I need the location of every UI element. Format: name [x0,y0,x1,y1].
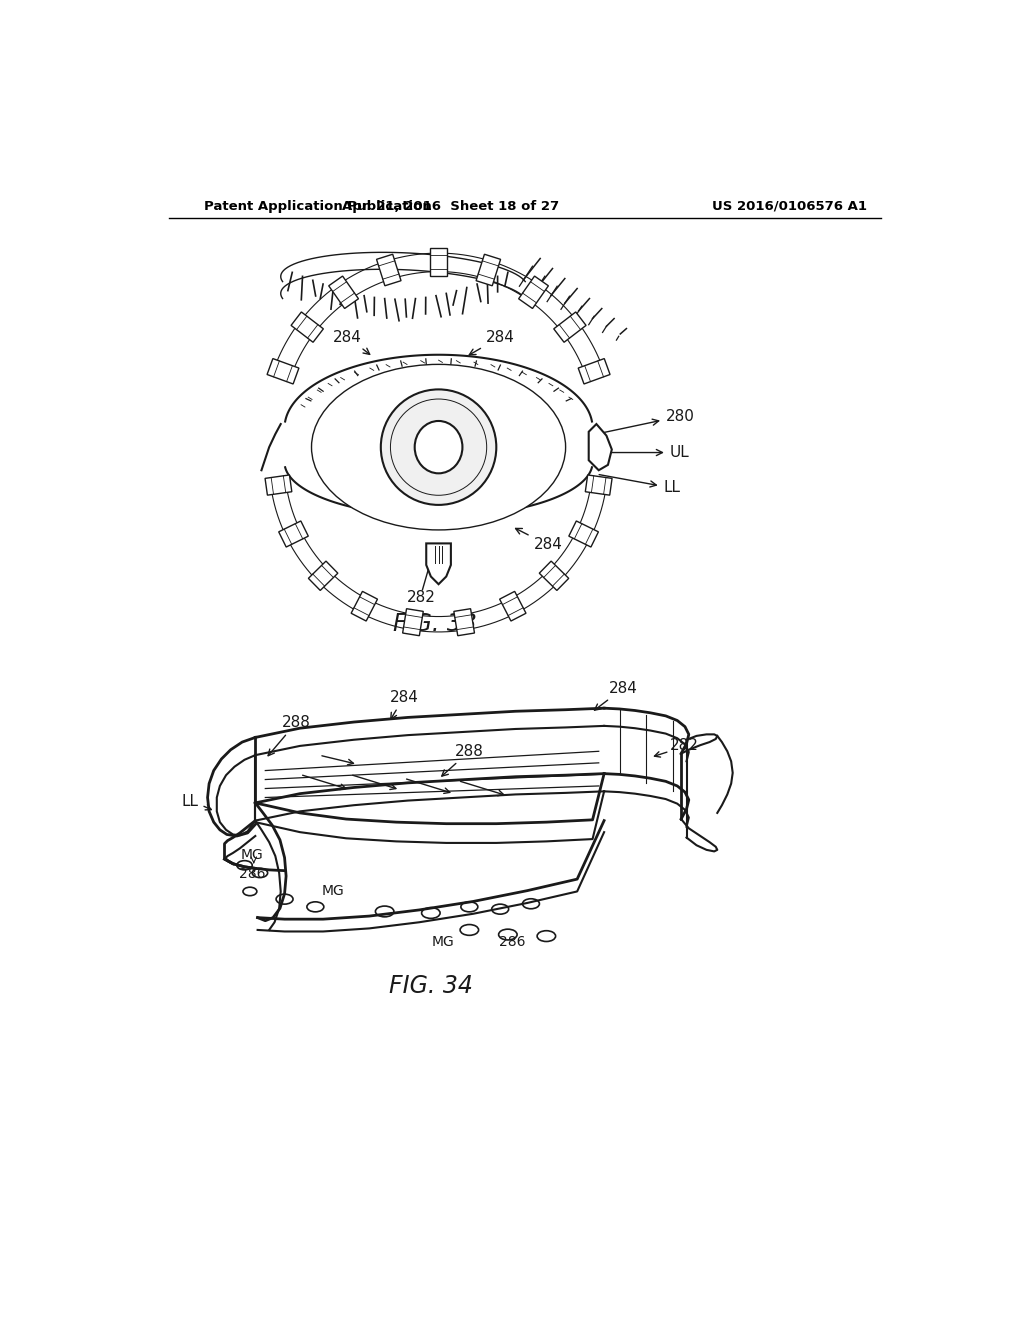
Text: MG: MG [241,849,263,862]
Text: 284: 284 [595,681,638,710]
Text: 280: 280 [599,409,694,433]
Ellipse shape [381,389,497,506]
Text: Patent Application Publication: Patent Application Publication [204,199,431,213]
Polygon shape [430,248,447,276]
Text: MG: MG [322,884,344,899]
Polygon shape [554,312,586,342]
Polygon shape [265,475,292,495]
Polygon shape [291,312,324,342]
Text: 282: 282 [408,590,436,605]
Text: LL: LL [599,475,680,495]
Polygon shape [402,609,423,636]
Text: 284: 284 [515,528,562,553]
Polygon shape [279,521,308,546]
Polygon shape [377,255,401,285]
Polygon shape [518,276,549,309]
Polygon shape [500,591,526,620]
Polygon shape [308,561,338,590]
Text: US 2016/0106576 A1: US 2016/0106576 A1 [712,199,867,213]
Polygon shape [426,544,451,585]
Text: 282: 282 [670,738,698,752]
Text: Apr. 21, 2016  Sheet 18 of 27: Apr. 21, 2016 Sheet 18 of 27 [342,199,559,213]
Ellipse shape [415,421,463,474]
Text: LL: LL [181,793,199,809]
Polygon shape [267,359,299,384]
Text: 284: 284 [333,330,370,354]
Text: 286: 286 [239,867,265,880]
Text: MG: MG [431,936,454,949]
Text: 288: 288 [441,743,483,776]
Polygon shape [351,591,378,620]
Polygon shape [329,276,358,309]
Polygon shape [568,521,598,546]
Text: 286: 286 [499,936,525,949]
Text: FIG. 33: FIG. 33 [393,612,476,636]
Polygon shape [476,255,501,285]
Text: 288: 288 [268,715,310,755]
Polygon shape [586,475,612,495]
Polygon shape [579,359,610,384]
Ellipse shape [311,364,565,529]
Polygon shape [589,424,611,470]
Polygon shape [454,609,474,636]
Polygon shape [540,561,568,590]
Text: FIG. 34: FIG. 34 [389,974,473,998]
Text: 284: 284 [469,330,515,355]
Text: UL: UL [603,445,689,461]
Text: 284: 284 [389,690,419,719]
